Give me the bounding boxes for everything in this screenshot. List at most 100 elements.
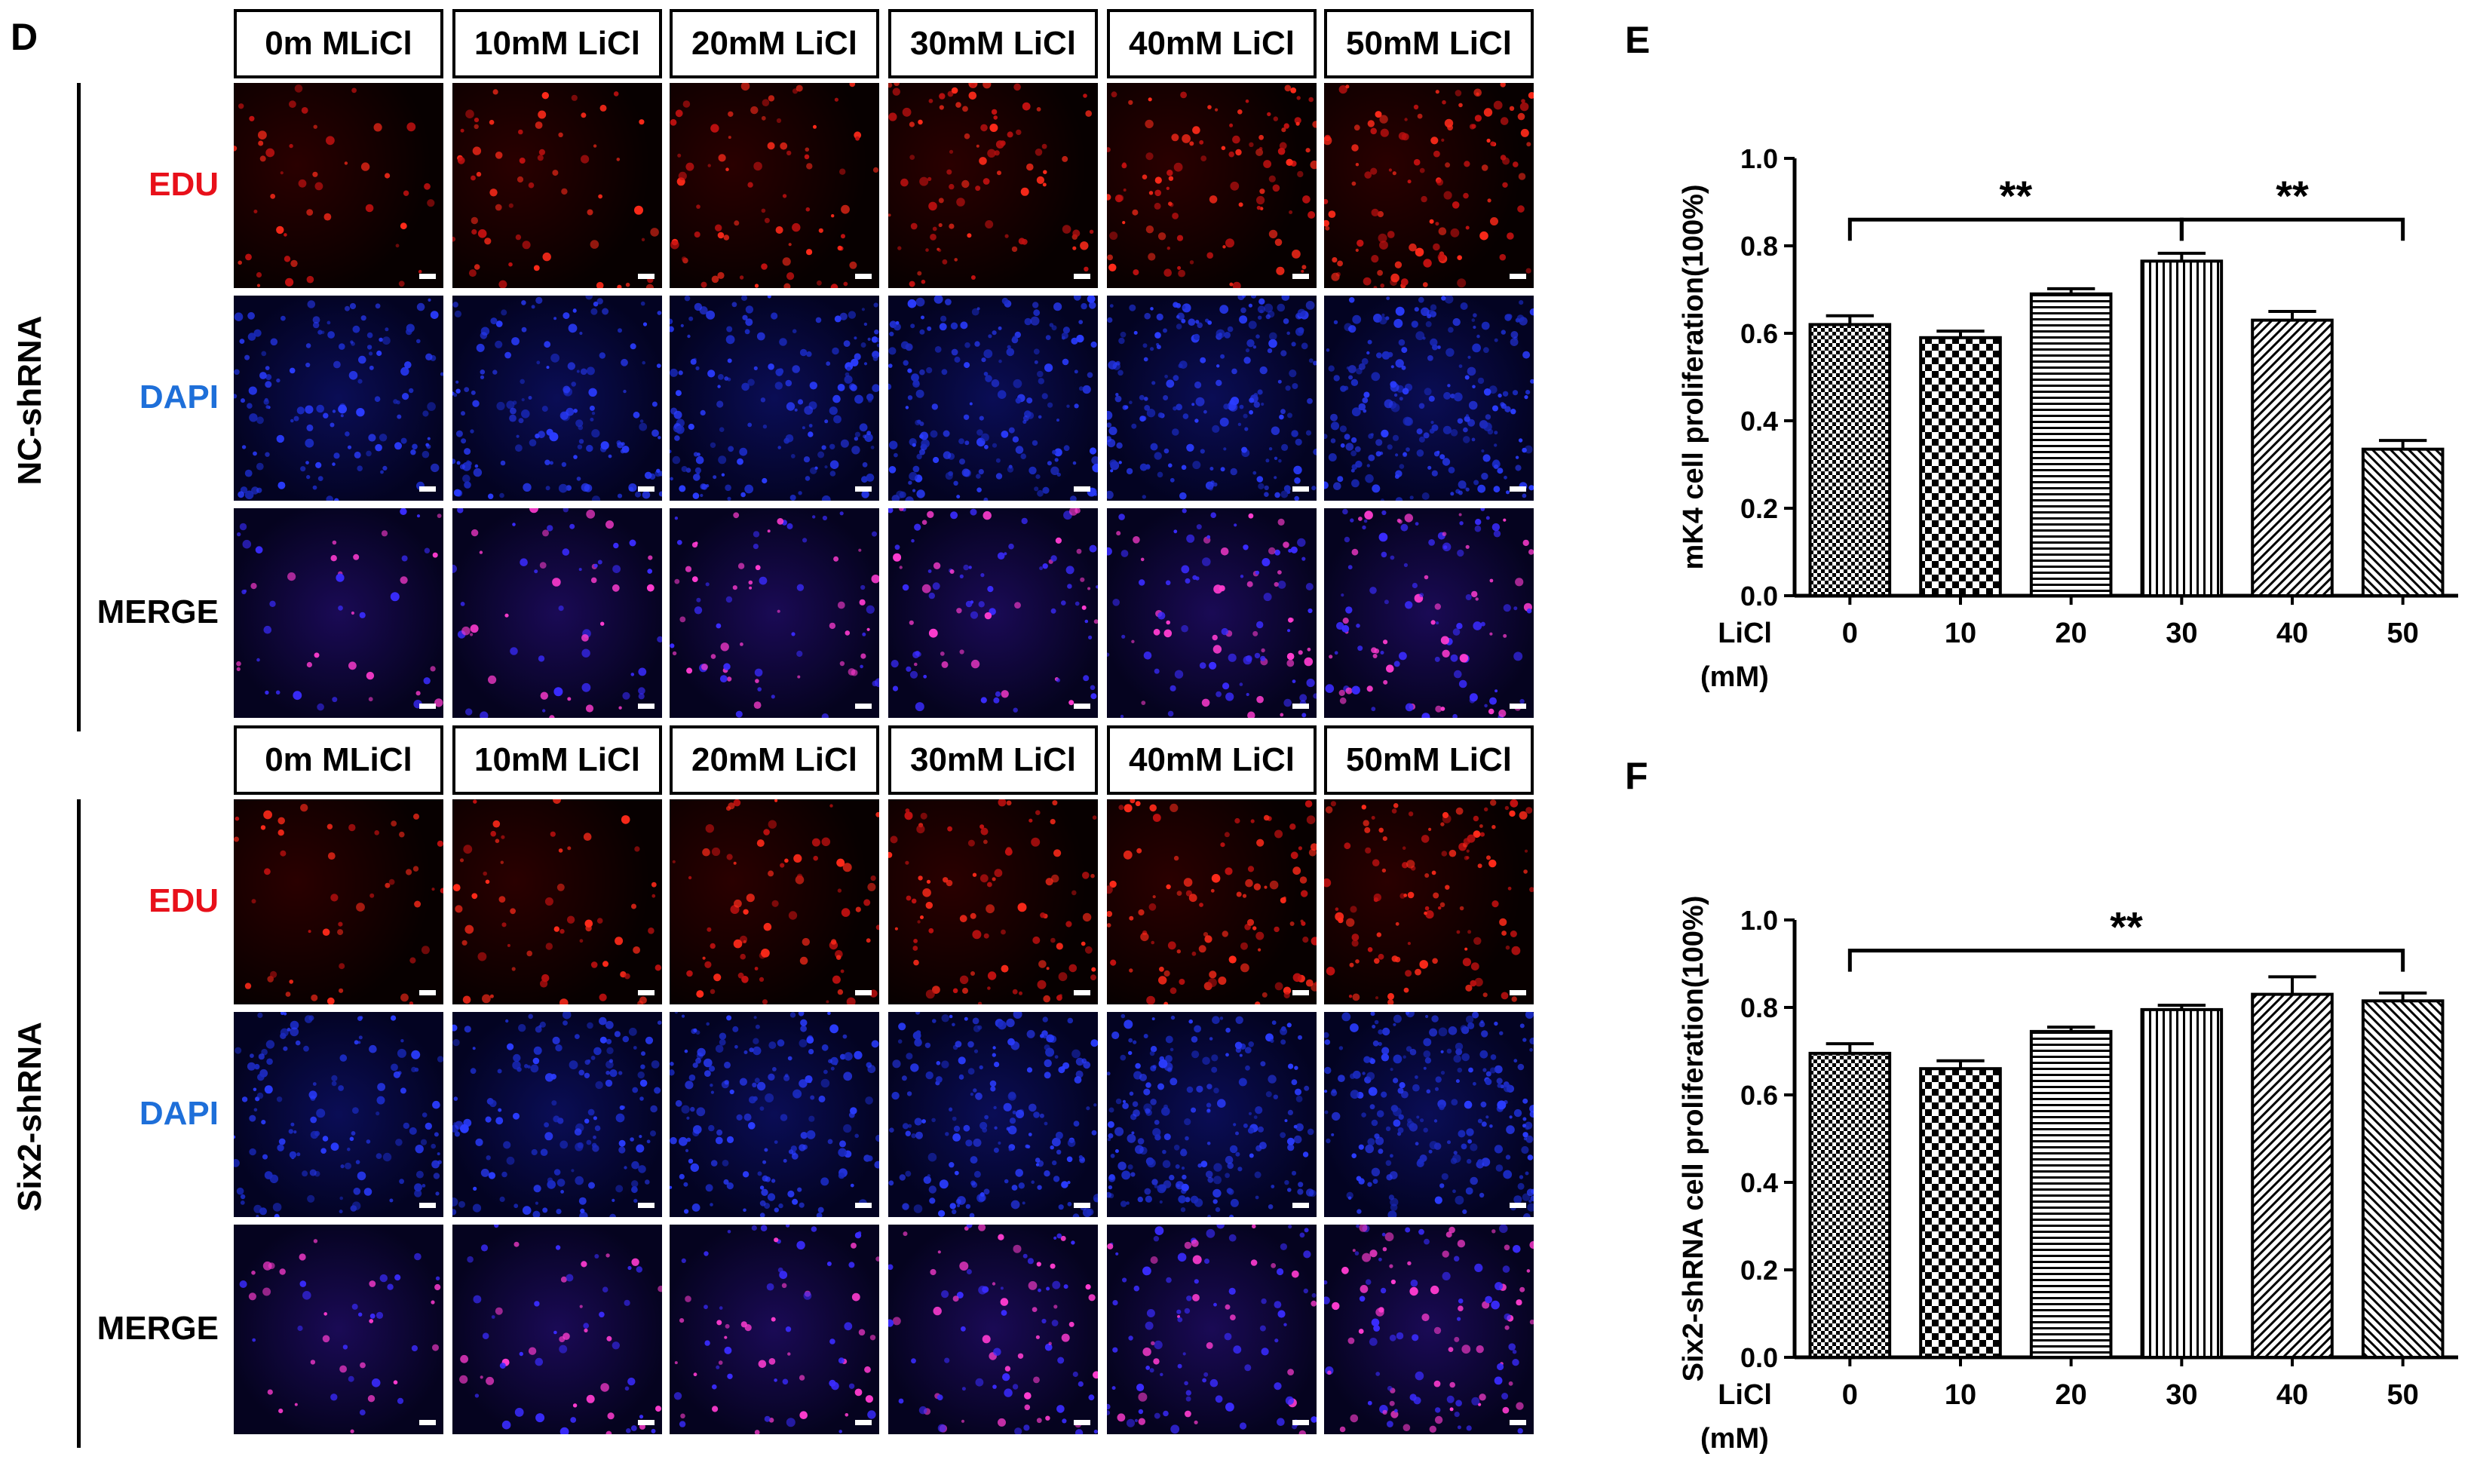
dapi-nucleus-dot [333,452,340,459]
merge-nucleus-dot [921,584,931,593]
edu-nucleus-dot [761,208,766,213]
dapi-nucleus-dot [1423,432,1430,439]
edu-nucleus-dot [1122,162,1127,167]
dapi-nucleus-dot [1494,1065,1503,1074]
dapi-nucleus-dot [687,334,691,339]
dapi-nucleus-dot [1467,1139,1472,1144]
dapi-nucleus-dot [241,398,245,403]
dapi-nucleus-dot [1365,1144,1374,1154]
edu-nucleus-dot [1209,195,1218,204]
merge-nucleus-dot [865,1395,873,1403]
dapi-nucleus-dot [1481,321,1490,330]
edu-nucleus-dot [1182,134,1191,143]
merge-nucleus-dot [1176,1309,1182,1314]
edu-nucleus-dot [741,976,749,983]
dapi-nucleus-dot [522,1206,532,1215]
merge-nucleus-dot [1449,1407,1454,1412]
dapi-nucleus-dot [1431,424,1439,431]
merge-nucleus-dot [1050,555,1057,562]
dapi-nucleus-dot [978,469,984,475]
merge-nucleus-dot [1035,1335,1040,1339]
dapi-nucleus-dot [993,1147,999,1153]
dapi-nucleus-dot [608,454,612,458]
merge-nucleus-dot [911,538,915,543]
edu-nucleus-dot [1308,97,1314,103]
edu-nucleus-dot [492,89,498,95]
edu-nucleus-dot [715,224,722,231]
dapi-nucleus-dot [1258,315,1262,320]
merge-nucleus-dot [1503,604,1511,612]
dapi-nucleus-dot [400,1039,404,1043]
dapi-nucleus-dot [470,429,474,434]
edu-nucleus-dot [522,241,531,250]
edu-nucleus-dot [768,820,777,829]
dapi-nucleus-dot [280,1012,285,1015]
edu-nucleus-dot [1477,863,1482,869]
edu-nucleus-dot [1379,115,1388,124]
merge-nucleus-dot [559,1427,569,1434]
dapi-nucleus-dot [1490,1054,1497,1060]
merge-nucleus-dot [1421,1313,1430,1322]
dapi-nucleus-dot [1442,425,1452,434]
dapi-nucleus-dot [1071,1049,1081,1059]
edu-nucleus-dot [1348,995,1353,998]
dapi-nucleus-dot [1087,296,1096,303]
merge-nucleus-dot [293,691,302,701]
merge-nucleus-dot [342,1344,348,1350]
dapi-nucleus-dot [1173,406,1177,411]
merge-nucleus-dot [1012,1384,1019,1390]
dapi-nucleus-dot [1116,442,1123,449]
dapi-nucleus-dot [1026,397,1033,404]
merge-nucleus-dot [1060,1235,1066,1241]
merge-nucleus-dot [1504,1313,1511,1320]
edu-nucleus-dot [290,259,298,268]
merge-nucleus-dot [753,701,762,709]
edu-nucleus-dot [1351,144,1359,152]
dapi-nucleus-dot [606,1047,614,1054]
merge-nucleus-dot [348,661,357,670]
merge-nucleus-dot [1303,1250,1311,1259]
merge-nucleus-dot [1230,1314,1236,1320]
dapi-nucleus-dot [998,1141,1001,1145]
dapi-nucleus-dot [1163,1062,1173,1072]
dapi-nucleus-dot [824,465,828,469]
dapi-nucleus-dot [1223,403,1230,409]
dapi-nucleus-dot [1093,1194,1098,1203]
merge-nucleus-dot [952,1295,959,1302]
merge-nucleus-dot [874,678,879,688]
edu-nucleus-dot [1107,254,1113,261]
dapi-nucleus-dot [544,459,550,465]
dapi-nucleus-dot [261,351,267,357]
merge-nucleus-dot [1419,593,1424,597]
edu-nucleus-dot [762,999,768,1004]
merge-nucleus-dot [368,697,373,702]
dapi-nucleus-dot [1289,369,1297,378]
edu-nucleus-dot [1249,142,1254,147]
dapi-nucleus-dot [1037,370,1044,378]
merge-nucleus-dot [638,693,645,700]
edu-nucleus-dot [1037,980,1047,989]
edu-nucleus-dot [1166,884,1171,890]
dapi-nucleus-dot [1135,1062,1141,1069]
merge-nucleus-dot [893,553,902,562]
edu-nucleus-dot [277,817,285,825]
micrograph-edu [234,799,443,1004]
bar-40 [2251,318,2334,597]
dapi-nucleus-dot [320,330,325,335]
dapi-nucleus-dot [307,300,316,308]
edu-nucleus-dot [832,975,841,984]
edu-nucleus-dot [1232,281,1241,288]
edu-nucleus-dot [970,275,976,280]
dapi-nucleus-dot [1176,314,1180,319]
edu-nucleus-dot [1519,102,1529,112]
dapi-nucleus-dot [679,485,686,492]
merge-nucleus-dot [696,597,701,602]
edu-nucleus-dot [1486,138,1491,143]
merge-nucleus-dot [826,1262,832,1266]
merge-nucleus-dot [1515,578,1524,587]
dapi-nucleus-dot [576,369,580,373]
dapi-nucleus-dot [1505,1154,1511,1160]
edu-nucleus-dot [734,899,742,908]
dapi-nucleus-dot [524,1064,529,1069]
dapi-nucleus-dot [1453,1151,1458,1155]
